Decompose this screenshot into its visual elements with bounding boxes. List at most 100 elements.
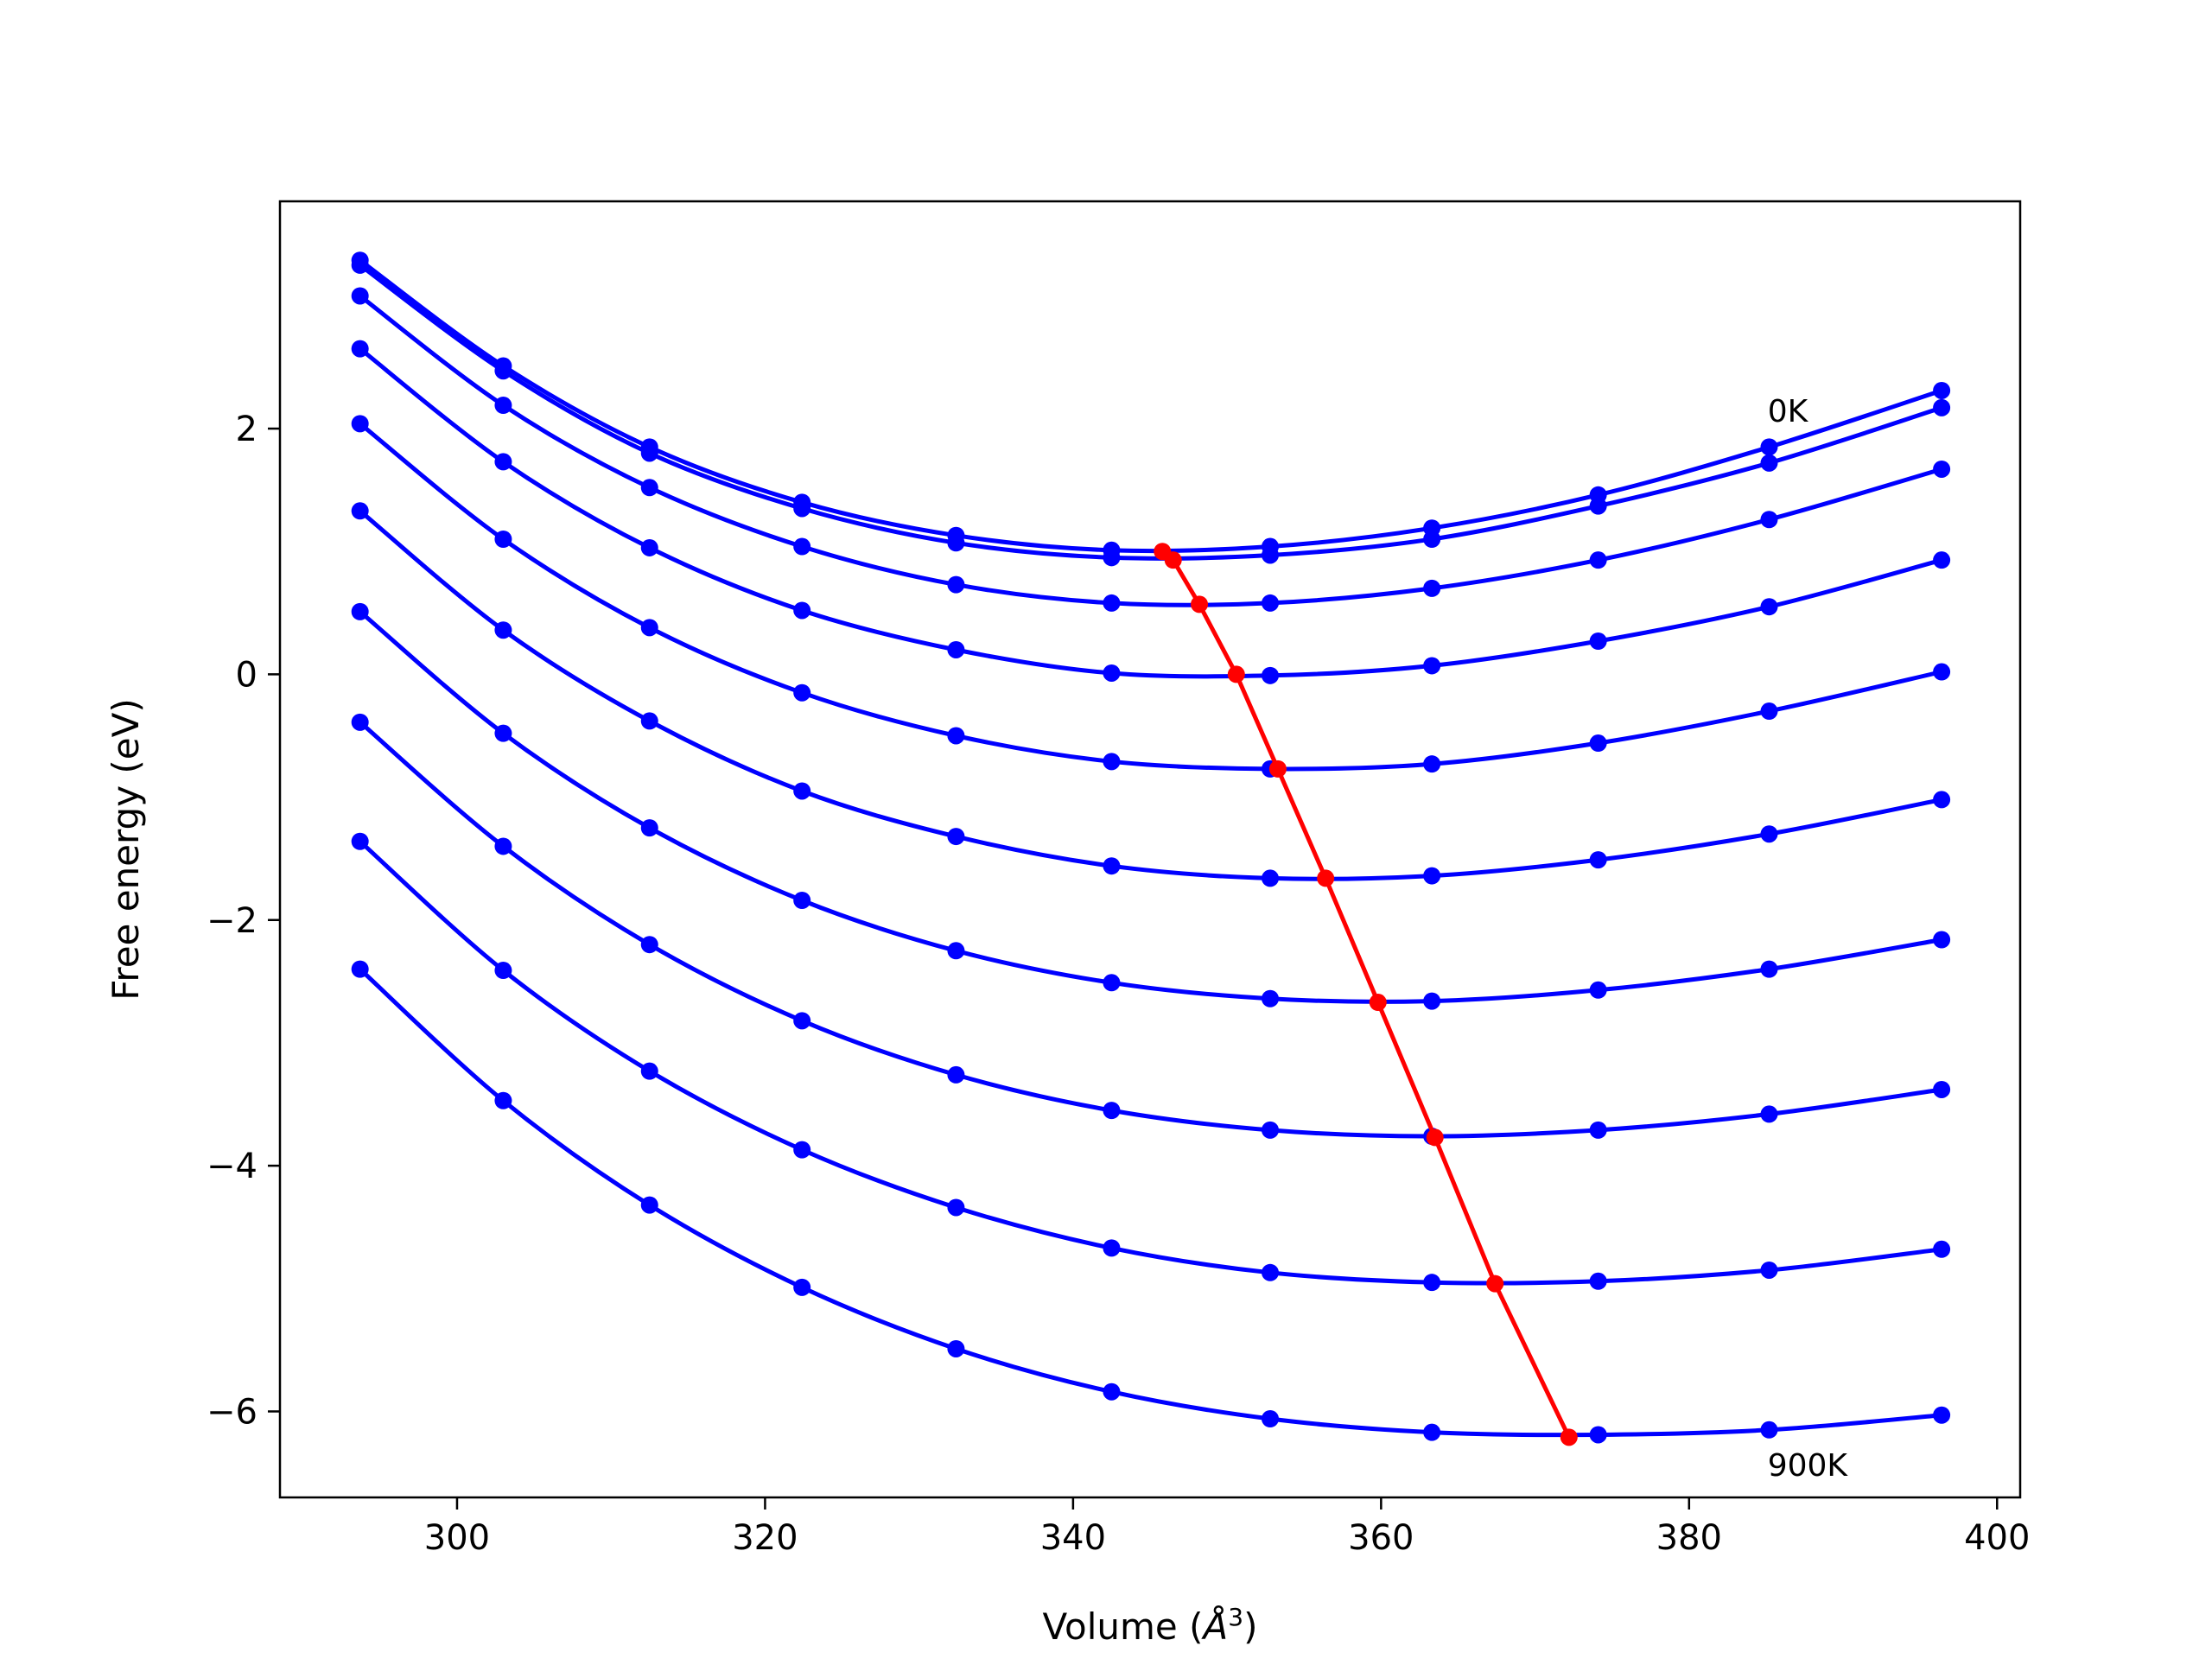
data-point bbox=[640, 712, 658, 730]
data-point bbox=[1262, 869, 1280, 887]
data-point bbox=[351, 415, 369, 433]
y-tick-label: −2 bbox=[207, 901, 257, 941]
plot-frame bbox=[278, 200, 2022, 1499]
y-tick-label: 2 bbox=[236, 410, 257, 449]
data-point bbox=[640, 1062, 658, 1080]
data-point bbox=[947, 1198, 965, 1217]
data-point bbox=[1933, 791, 1951, 809]
data-point bbox=[1933, 1080, 1951, 1098]
data-point bbox=[1103, 1102, 1121, 1120]
data-point bbox=[1933, 460, 1951, 478]
data-point bbox=[1933, 1406, 1951, 1424]
y-tick-label: −4 bbox=[207, 1147, 257, 1186]
data-point bbox=[1760, 454, 1778, 472]
data-point bbox=[1760, 1421, 1778, 1439]
data-point bbox=[351, 713, 369, 731]
data-point bbox=[793, 683, 811, 702]
data-point bbox=[640, 538, 658, 556]
minimum-point bbox=[1560, 1428, 1578, 1446]
data-point bbox=[1103, 1239, 1121, 1257]
data-point bbox=[351, 340, 369, 358]
data-point bbox=[494, 837, 512, 855]
data-point bbox=[1760, 702, 1778, 721]
data-point bbox=[1589, 851, 1607, 869]
x-tick-label: 380 bbox=[1656, 1518, 1722, 1558]
data-point bbox=[793, 782, 811, 800]
data-point bbox=[1760, 438, 1778, 456]
data-point bbox=[1423, 867, 1441, 885]
data-point bbox=[1103, 857, 1121, 875]
data-point bbox=[1589, 1426, 1607, 1444]
data-point bbox=[1589, 632, 1607, 651]
minimum-point bbox=[1191, 595, 1209, 613]
data-point bbox=[793, 537, 811, 556]
data-point bbox=[1760, 1105, 1778, 1123]
data-point bbox=[1760, 960, 1778, 978]
data-point bbox=[1423, 657, 1441, 675]
data-point bbox=[1103, 664, 1121, 682]
data-point bbox=[494, 362, 512, 380]
data-point bbox=[793, 1012, 811, 1030]
y-axis-ticks: 2 0 −2 −4 −6 bbox=[207, 410, 280, 1432]
data-point bbox=[640, 1196, 658, 1214]
x-tick-label: 340 bbox=[1040, 1518, 1106, 1558]
data-point bbox=[494, 397, 512, 415]
data-point bbox=[947, 1065, 965, 1084]
data-point bbox=[947, 828, 965, 846]
x-tick-label: 300 bbox=[424, 1518, 490, 1558]
data-point bbox=[1933, 931, 1951, 949]
minimum-point bbox=[1486, 1274, 1504, 1293]
data-point bbox=[640, 819, 658, 837]
minimum-point bbox=[1227, 665, 1245, 683]
data-point bbox=[1262, 1410, 1280, 1428]
data-point bbox=[1262, 594, 1280, 612]
y-tick-label: 0 bbox=[236, 655, 257, 695]
data-point bbox=[1933, 1240, 1951, 1258]
x-axis-ticks: 300 320 340 360 380 400 bbox=[424, 1497, 2030, 1558]
data-point bbox=[640, 619, 658, 637]
data-point bbox=[1423, 755, 1441, 773]
data-point bbox=[793, 601, 811, 620]
data-point bbox=[1103, 549, 1121, 567]
data-point bbox=[1589, 497, 1607, 515]
data-point bbox=[1423, 530, 1441, 548]
y-tick-label: −6 bbox=[207, 1392, 257, 1432]
data-point bbox=[494, 530, 512, 548]
data-point bbox=[1760, 825, 1778, 843]
data-point bbox=[1103, 974, 1121, 992]
data-point bbox=[793, 1278, 811, 1296]
minimum-point bbox=[1268, 760, 1287, 778]
data-point bbox=[494, 621, 512, 639]
data-point bbox=[351, 832, 369, 850]
data-point bbox=[1589, 734, 1607, 753]
data-point bbox=[640, 936, 658, 954]
data-point bbox=[947, 727, 965, 745]
minimum-energy-path bbox=[1154, 543, 1578, 1446]
data-point bbox=[1933, 551, 1951, 569]
data-point bbox=[351, 287, 369, 305]
data-point bbox=[1423, 992, 1441, 1010]
data-point bbox=[351, 502, 369, 520]
y-axis-label: Free energy (eV) bbox=[105, 698, 147, 1001]
data-point bbox=[947, 942, 965, 960]
data-point bbox=[947, 534, 965, 552]
data-point bbox=[1589, 551, 1607, 569]
data-point bbox=[640, 479, 658, 497]
x-tick-label: 320 bbox=[732, 1518, 798, 1558]
minimum-point bbox=[1369, 994, 1387, 1012]
data-point bbox=[1933, 398, 1951, 416]
curve-annotation: 0K bbox=[1768, 394, 1809, 429]
data-point bbox=[947, 640, 965, 658]
data-point bbox=[1933, 381, 1951, 399]
data-point bbox=[1760, 1261, 1778, 1279]
data-point bbox=[494, 724, 512, 742]
data-point bbox=[351, 602, 369, 620]
data-point bbox=[1933, 663, 1951, 681]
data-point bbox=[1589, 1121, 1607, 1139]
minimum-point bbox=[1426, 1128, 1444, 1147]
data-point bbox=[1262, 666, 1280, 684]
data-point bbox=[1423, 1423, 1441, 1441]
data-point bbox=[494, 962, 512, 980]
x-tick-label: 360 bbox=[1348, 1518, 1414, 1558]
